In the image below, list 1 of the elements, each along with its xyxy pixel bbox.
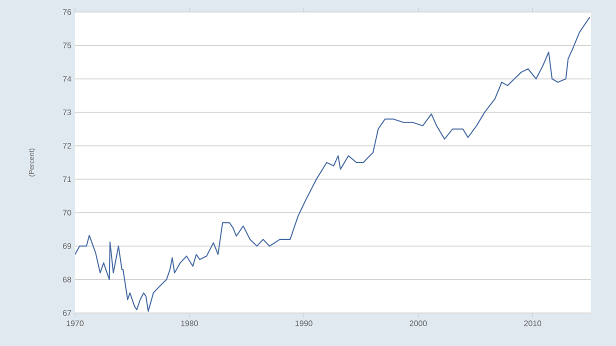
line-series xyxy=(75,16,590,312)
